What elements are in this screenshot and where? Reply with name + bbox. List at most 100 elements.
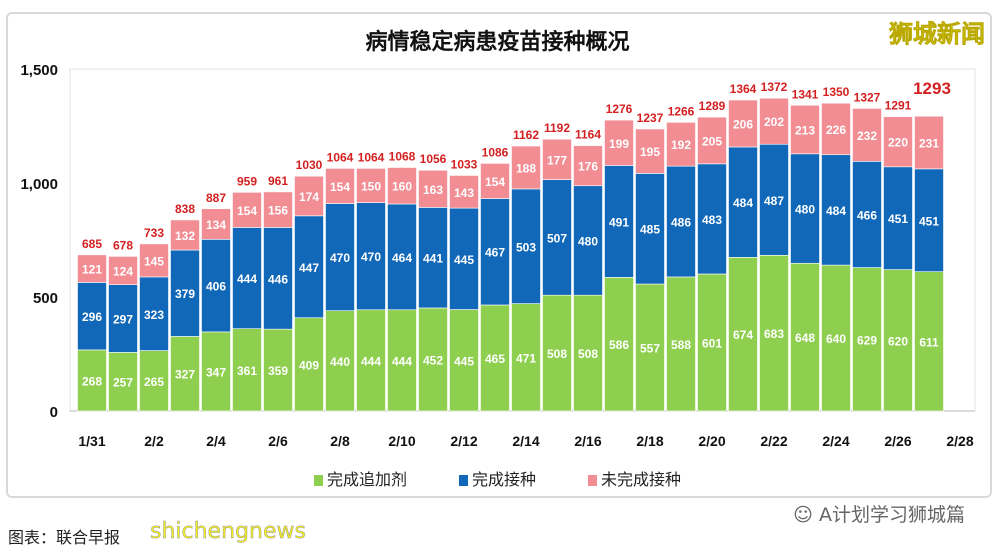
total-label: 1056 [420,152,447,166]
bar-segment [697,273,727,412]
bar-segment [294,215,324,319]
data-label: 232 [857,129,877,143]
data-label: 206 [733,117,753,131]
bar-segment [232,328,262,412]
data-label: 452 [423,353,443,367]
data-label: 486 [671,216,691,230]
data-label: 124 [113,265,133,279]
total-label: 733 [144,226,164,240]
bar-segment [604,277,634,412]
bar-segment [635,128,665,174]
x-tick-label: 2/22 [760,433,787,449]
data-label: 470 [330,251,350,265]
bar-segment [542,179,572,296]
bar-segment [201,208,231,240]
bar-segment [759,254,789,412]
bar-segment [480,198,510,306]
bar-segment [170,219,200,251]
bar-segment [759,97,789,145]
data-label: 347 [206,365,226,379]
bar-segment [263,227,293,330]
data-label: 379 [175,287,195,301]
bar-segment [232,192,262,228]
source-caption: 图表：联合早报 [8,528,121,547]
total-label: 1162 [513,128,539,142]
total-label: 1164 [575,128,601,142]
bar-segment [77,282,107,351]
data-label: 132 [175,229,195,243]
total-label: 1372 [761,80,788,94]
data-label: 629 [857,333,877,347]
data-label: 231 [919,137,939,151]
data-label: 296 [82,310,102,324]
data-label: 648 [795,331,815,345]
bar-segment [852,108,882,162]
bar-segment [418,307,448,412]
legend-swatch [313,475,323,486]
legend-label: 完成追加剂 [326,470,407,489]
data-label: 441 [423,252,443,266]
bar-segment [821,154,851,266]
bar-segment [728,257,758,412]
data-label: 150 [361,180,381,194]
bar-segment [170,249,200,337]
data-label: 177 [547,153,567,167]
total-label: 1030 [296,158,323,172]
bar-segment [201,239,231,333]
x-tick-label: 2/18 [636,433,663,449]
data-label: 601 [702,336,722,350]
bar-segment [356,168,386,203]
bar-segment [139,350,169,412]
bar-segment [325,168,355,204]
data-label: 121 [82,263,102,277]
total-label: 1266 [668,104,695,118]
bar-segment [387,167,417,205]
bar-segment [666,276,696,412]
data-label: 484 [733,196,753,210]
data-label: 154 [237,204,257,218]
data-label: 466 [857,208,877,222]
bar-segment [77,349,107,412]
bar-segment [852,267,882,412]
bar-segment [573,185,603,296]
data-label: 154 [330,180,350,194]
x-tick-label: 1/31 [78,433,105,449]
data-label: 445 [454,354,474,368]
data-label: 485 [640,223,660,237]
bar-segment [263,328,293,412]
legend-label: 未完成接种 [601,470,682,489]
bar-segment [852,161,882,268]
data-label: 195 [640,145,660,159]
bar-segment [232,227,262,329]
bar-segment [790,262,820,412]
bar-segment [914,115,944,170]
data-label: 268 [82,374,102,388]
total-label: 1341 [792,87,819,101]
bar-segment [635,283,665,412]
data-label: 192 [671,138,691,152]
bar-segment [108,284,138,353]
bar-segment [666,165,696,278]
bar-segment [604,119,634,166]
data-label: 445 [454,253,474,267]
data-label: 444 [392,354,412,368]
data-label: 451 [888,212,908,226]
data-label: 471 [516,351,536,365]
data-label: 588 [671,338,691,352]
x-tick-label: 2/26 [884,433,911,449]
x-tick-label: 2/2 [144,433,164,449]
bar-segment [77,254,107,283]
data-label: 464 [392,251,412,265]
data-label: 465 [485,352,505,366]
total-label: 1291 [885,99,912,113]
bar-segment [108,352,138,412]
total-label: 887 [206,191,226,205]
bar-segment [666,122,696,167]
data-label: 199 [609,137,629,151]
x-tick-label: 2/10 [388,433,415,449]
data-label: 156 [268,204,288,218]
data-label: 440 [330,355,350,369]
x-tick-label: 2/6 [268,433,288,449]
total-label: 961 [268,174,288,188]
bar-segment [294,317,324,412]
